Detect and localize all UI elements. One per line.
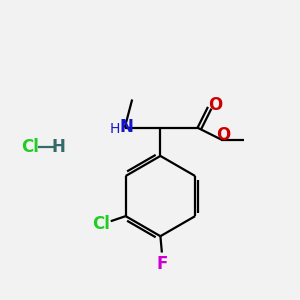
Text: Cl: Cl: [21, 138, 39, 156]
Text: N: N: [119, 118, 133, 136]
Text: H: H: [110, 122, 120, 136]
Text: F: F: [156, 254, 168, 272]
Text: O: O: [217, 126, 231, 144]
Text: Cl: Cl: [92, 215, 110, 233]
Text: H: H: [52, 138, 66, 156]
Text: O: O: [208, 96, 222, 114]
